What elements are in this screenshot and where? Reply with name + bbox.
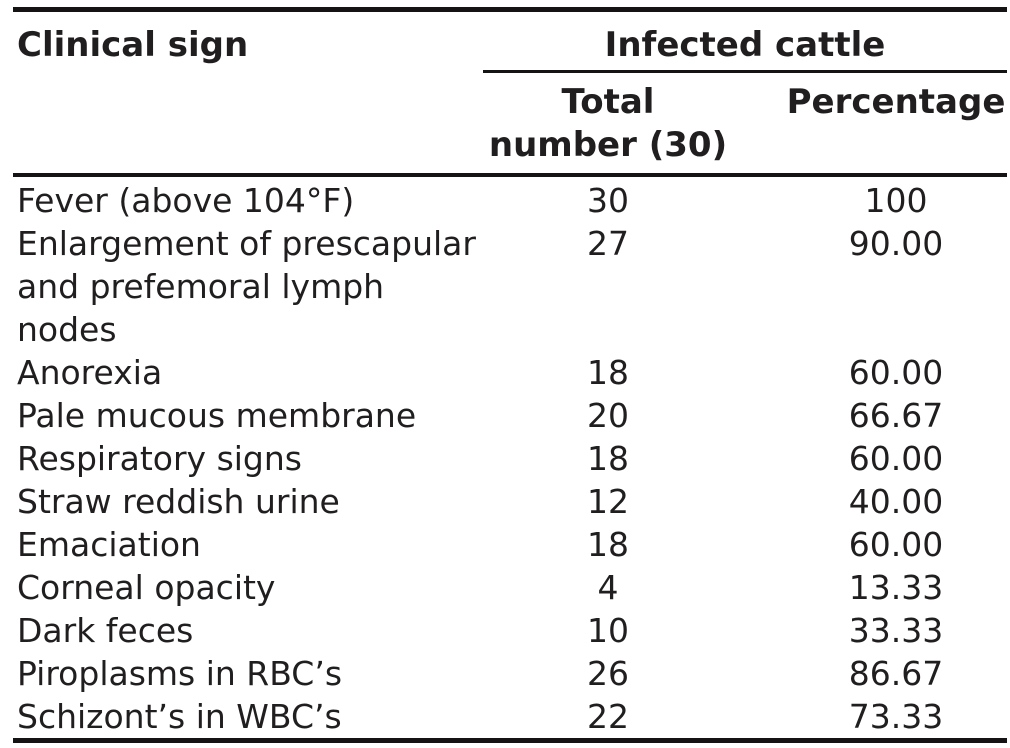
percentage-cell: 60.00 — [848, 525, 944, 564]
column-group-header-infected-cattle: Infected cattle — [483, 9, 1008, 73]
table-row: Pale mucous membrane 20 66.67 — [13, 394, 1007, 437]
percentage-cell: 60.00 — [848, 353, 944, 392]
header-row-sub: Total number (30) Percentage — [13, 71, 1008, 177]
clinical-sign-cell: Dark feces — [17, 611, 194, 650]
column-header-percentage: Percentage — [733, 71, 1008, 177]
table-row: Respiratory signs 18 60.00 — [13, 437, 1007, 480]
clinical-sign-cell: Enlargement of prescapular and prefemora… — [17, 224, 476, 349]
percentage-cell: 90.00 — [848, 224, 944, 263]
table-row: Straw reddish urine 12 40.00 — [13, 480, 1007, 523]
header-row-group: Clinical sign Infected cattle — [13, 9, 1008, 73]
clinical-sign-cell: Pale mucous membrane — [17, 396, 417, 435]
total-number-cell: 22 — [587, 697, 629, 736]
clinical-sign-cell: Emaciation — [17, 525, 201, 564]
total-number-cell: 10 — [587, 611, 629, 650]
column-header-total-number: Total number (30) — [483, 71, 733, 177]
table-row: Emaciation 18 60.00 — [13, 523, 1007, 566]
percentage-cell: 86.67 — [848, 654, 944, 693]
percentage-cell: 60.00 — [848, 439, 944, 478]
total-number-cell: 30 — [587, 181, 629, 220]
percentage-cell: 13.33 — [848, 568, 944, 607]
table-row: Anorexia 18 60.00 — [13, 351, 1007, 394]
total-number-cell: 18 — [587, 525, 629, 564]
column-header-spacer — [13, 71, 483, 177]
table-row: Dark feces 10 33.33 — [13, 609, 1007, 652]
clinical-sign-cell: Corneal opacity — [17, 568, 276, 607]
clinical-sign-cell: Respiratory signs — [17, 439, 302, 478]
table-header: Clinical sign Infected cattle Total numb… — [13, 9, 1008, 177]
total-number-cell: 12 — [587, 482, 629, 521]
clinical-signs-table: Clinical sign Infected cattle Total numb… — [13, 7, 1008, 743]
table-row: Corneal opacity 4 13.33 — [13, 566, 1007, 609]
percentage-cell: 33.33 — [848, 611, 944, 650]
table-body: Fever (above 104°F) 30 100 Enlargement o… — [13, 175, 1007, 741]
total-number-cell: 20 — [587, 396, 629, 435]
percentage-cell: 100 — [864, 181, 928, 220]
total-number-cell: 18 — [587, 439, 629, 478]
clinical-sign-cell: Straw reddish urine — [17, 482, 340, 521]
percentage-cell: 66.67 — [848, 396, 944, 435]
table-row: Enlargement of prescapular and prefemora… — [13, 222, 1007, 351]
table-row: Fever (above 104°F) 30 100 — [13, 175, 1007, 222]
total-number-cell: 18 — [587, 353, 629, 392]
table-row: Schizont’s in WBC’s 22 73.33 — [13, 695, 1007, 741]
percentage-cell: 40.00 — [848, 482, 944, 521]
column-header-clinical-sign: Clinical sign — [17, 25, 249, 65]
clinical-sign-cell: Fever (above 104°F) — [17, 181, 355, 220]
clinical-sign-cell: Schizont’s in WBC’s — [17, 697, 342, 736]
total-number-cell: 26 — [587, 654, 629, 693]
percentage-cell: 73.33 — [848, 697, 944, 736]
total-number-cell: 4 — [597, 568, 619, 607]
table-row: Piroplasms in RBC’s 26 86.67 — [13, 652, 1007, 695]
total-number-cell: 27 — [587, 224, 629, 263]
clinical-sign-cell: Anorexia — [17, 353, 163, 392]
clinical-sign-cell: Piroplasms in RBC’s — [17, 654, 343, 693]
clinical-signs-table-container: Clinical sign Infected cattle Total numb… — [13, 7, 1008, 743]
